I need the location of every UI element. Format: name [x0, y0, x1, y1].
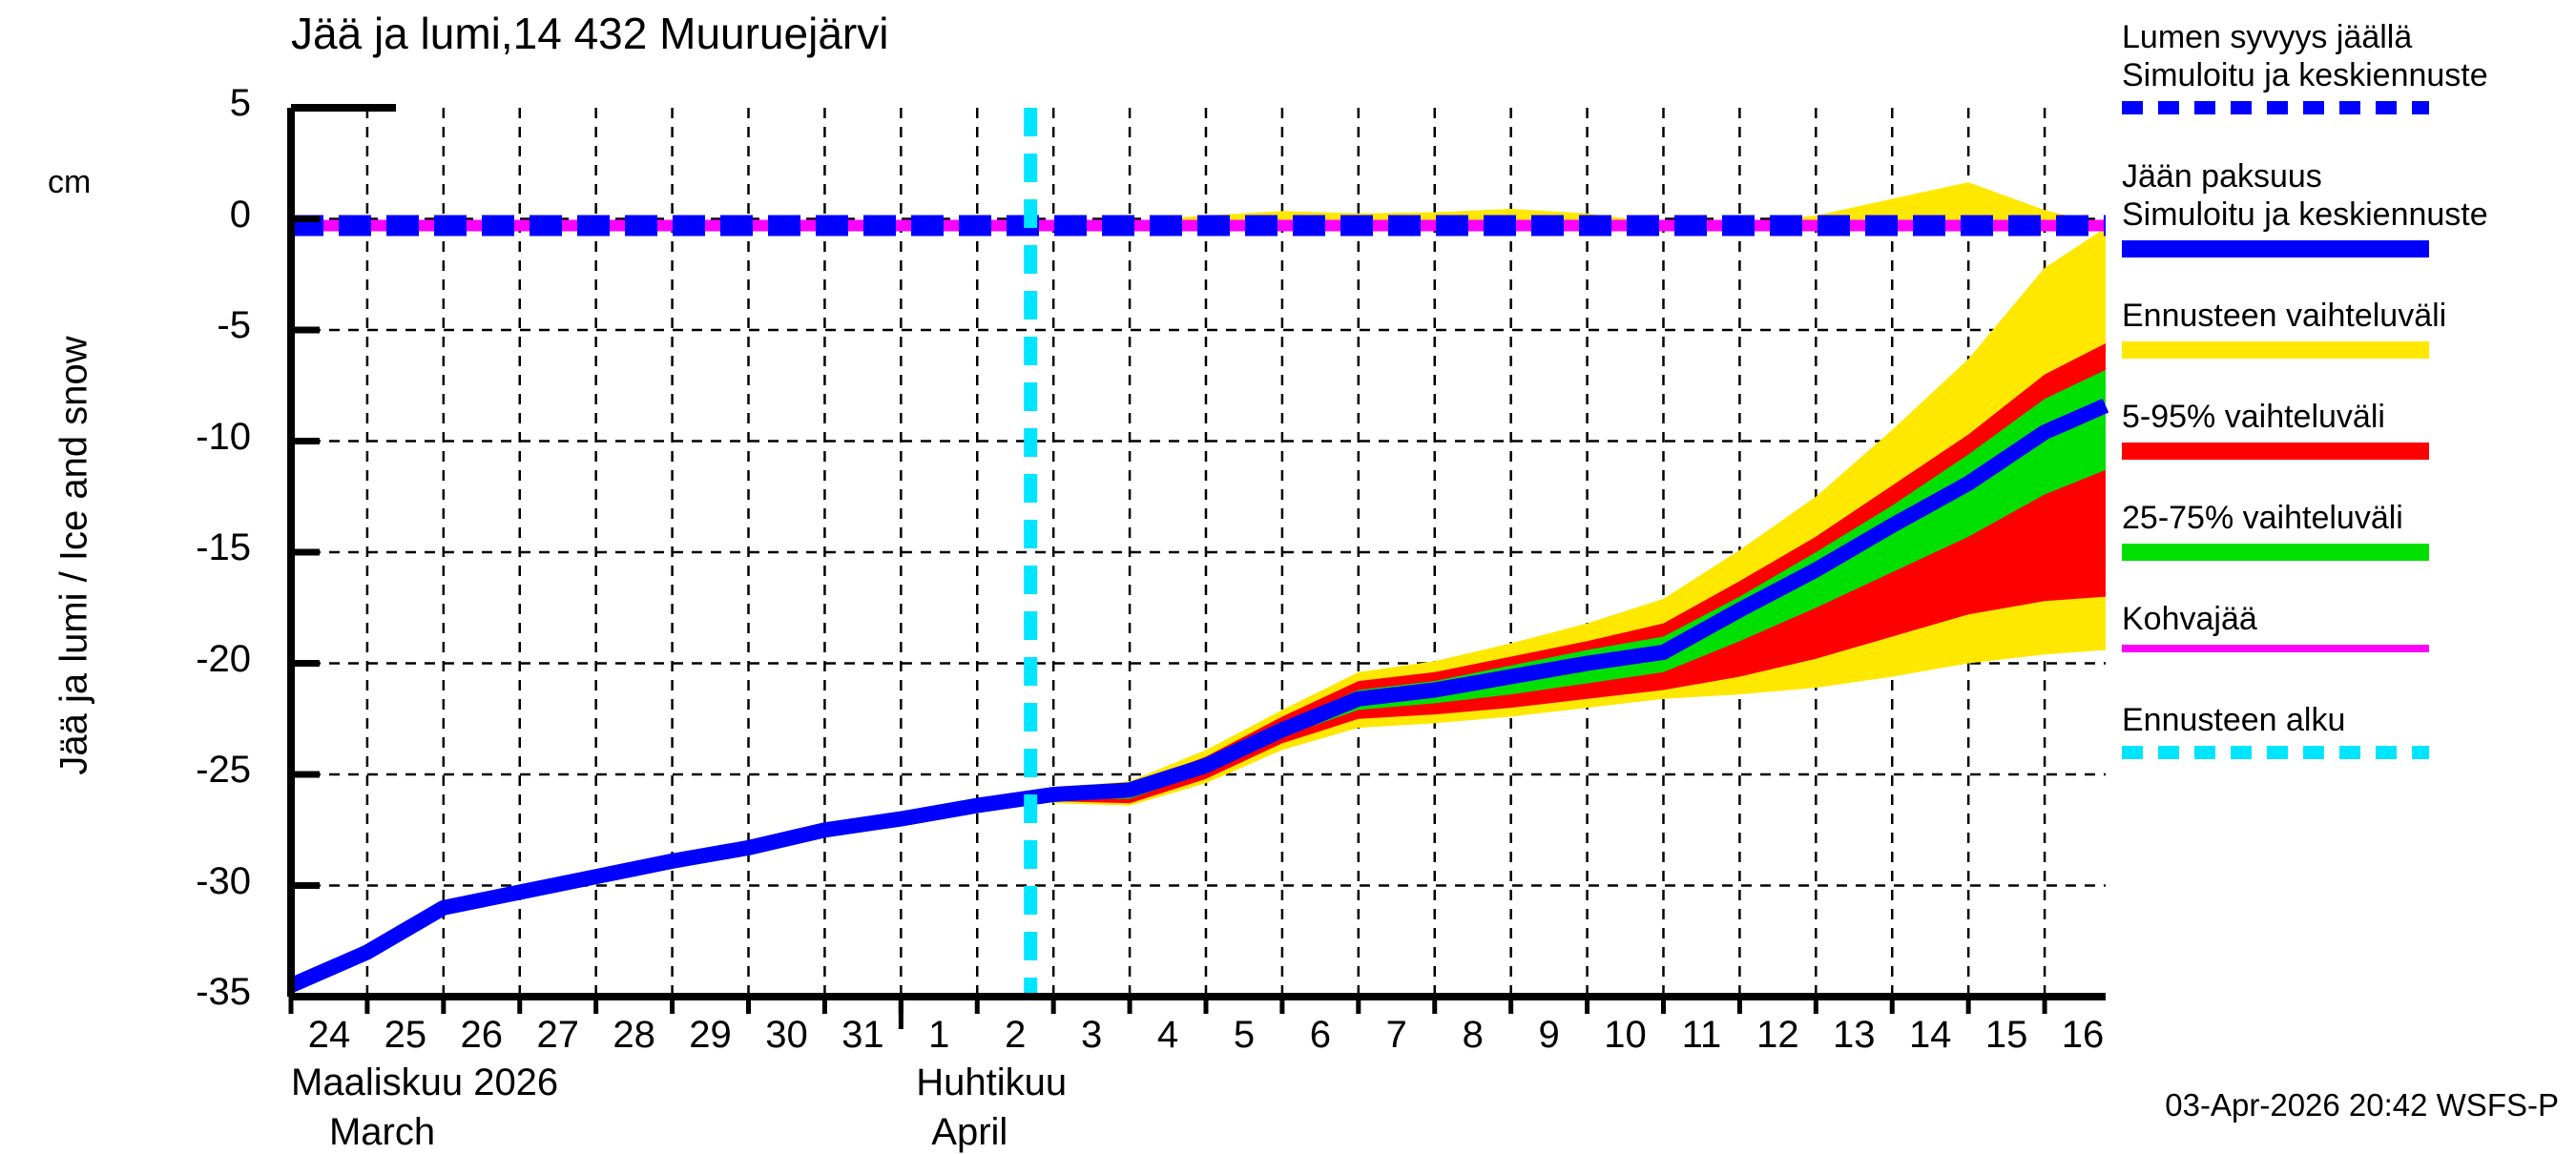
legend-swatch: [2122, 645, 2429, 652]
x-tick-label: 10: [1604, 1014, 1647, 1056]
y-tick-label: 5: [229, 82, 251, 124]
y-tick-label: -20: [196, 637, 251, 680]
y-tick-label: -15: [196, 526, 251, 568]
legend-sublabel: Simuloitu ja keskiennuste: [2122, 196, 2488, 233]
legend-label: Ennusteen vaihteluväli: [2122, 298, 2447, 334]
legend-label: 5-95% vaihteluväli: [2122, 399, 2385, 435]
legend-swatch: [2122, 341, 2429, 359]
x-tick-label: 29: [689, 1014, 732, 1056]
legend-swatch: [2122, 443, 2429, 460]
month-label-fi-march: Maaliskuu 2026: [291, 1061, 559, 1103]
x-tick-label: 25: [384, 1014, 427, 1056]
y-tick-label: 0: [229, 193, 251, 236]
x-tick-label: 8: [1462, 1014, 1484, 1056]
x-tick-label: 24: [307, 1014, 351, 1056]
legend-label: Jään paksuus: [2122, 158, 2322, 195]
ice-thickness-line: [287, 398, 2109, 993]
legend-label: Lumen syvyys jäällä: [2122, 19, 2413, 55]
x-tick-label: 4: [1156, 1014, 1179, 1056]
legend-swatch: [2122, 746, 2429, 759]
legend-swatch: [2122, 544, 2429, 561]
x-tick-label: 27: [536, 1014, 579, 1056]
band-area: [1053, 227, 2106, 806]
x-tick-label: 15: [1984, 1014, 2028, 1056]
legend-label: Ennusteen alku: [2122, 702, 2346, 738]
x-tick-label: 12: [1756, 1014, 1799, 1056]
x-tick-label: 2: [1005, 1014, 1027, 1056]
band-area: [1053, 343, 2106, 804]
y-tick-label: -5: [217, 304, 251, 346]
x-tick-label: 30: [765, 1014, 808, 1056]
x-tick-label: 28: [613, 1014, 655, 1056]
month-label-en-march: March: [328, 1111, 436, 1153]
x-tick-label: 26: [460, 1014, 504, 1056]
legend-swatch: [2122, 101, 2429, 114]
x-tick-label: 3: [1080, 1014, 1103, 1056]
x-tick-label: 1: [928, 1014, 950, 1056]
footer-timestamp: 03-Apr-2026 20:42 WSFS-P: [2165, 1087, 2559, 1123]
x-tick-label: 5: [1233, 1014, 1256, 1056]
y-tick-label: -25: [196, 749, 251, 791]
legend-swatch: [2122, 240, 2429, 258]
x-tick-label: 6: [1309, 1014, 1331, 1056]
month-label-fi-april: Huhtikuu: [916, 1061, 1068, 1103]
y-tick-label: -30: [196, 859, 251, 902]
y-tick-label: -35: [196, 971, 251, 1013]
legend-label: Kohvajää: [2122, 601, 2257, 637]
legend-sublabel: Simuloitu ja keskiennuste: [2122, 57, 2488, 93]
month-label-en-april: April: [931, 1111, 1008, 1153]
band-area: [1053, 182, 2106, 226]
x-tick-label: 13: [1833, 1014, 1876, 1056]
chart-uncertainty-bands: [1053, 182, 2106, 806]
page-title: Jää ja lumi,14 432 Muuruejärvi: [291, 9, 889, 58]
x-tick-label: 31: [841, 1014, 884, 1056]
x-tick-label: 7: [1385, 1014, 1407, 1056]
legend-label: 25-75% vaihteluväli: [2122, 500, 2403, 536]
y-axis-unit: cm: [48, 164, 92, 200]
y-tick-label: -10: [196, 415, 251, 458]
x-tick-label: 11: [1681, 1014, 1722, 1056]
x-tick-label: 14: [1908, 1014, 1952, 1056]
x-tick-label: 16: [2061, 1014, 2105, 1056]
x-tick-label: 9: [1538, 1014, 1560, 1056]
